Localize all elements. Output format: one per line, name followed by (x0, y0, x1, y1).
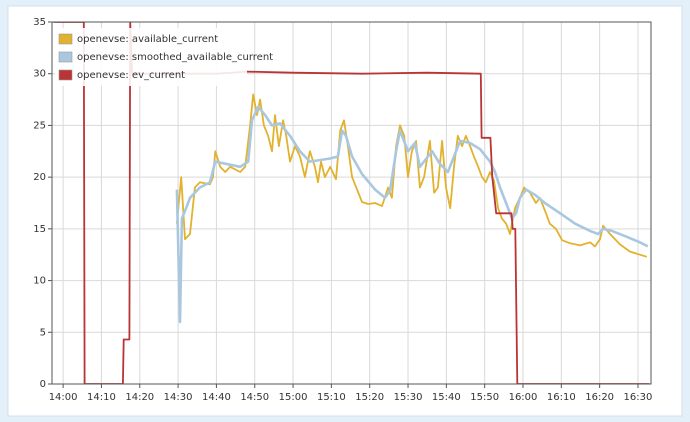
x-tick-label: 16:00 (509, 392, 538, 403)
plot-frame (51, 21, 652, 385)
x-tick-label: 15:30 (394, 392, 423, 403)
legend-label: openevse: ev_current (77, 70, 185, 81)
x-tick-label: 14:40 (202, 392, 231, 403)
series-line (53, 22, 650, 384)
legend-box (55, 28, 247, 86)
series-line (175, 105, 649, 324)
x-tick-label: 14:50 (240, 392, 269, 403)
y-tick-label: 20 (33, 172, 46, 183)
x-tick-label: 15:50 (470, 392, 499, 403)
x-tick-label: 16:10 (547, 392, 576, 403)
y-tick-label: 35 (33, 17, 46, 28)
y-tick-label: 10 (33, 276, 46, 287)
legend-label: openevse: available_current (77, 34, 218, 45)
y-tick-label: 25 (33, 120, 46, 131)
x-tick-label: 15:40 (432, 392, 461, 403)
y-tick-label: 5 (40, 327, 46, 338)
x-tick-label: 14:00 (49, 392, 78, 403)
x-tick-label: 15:00 (279, 392, 308, 403)
x-tick-label: 14:20 (125, 392, 154, 403)
y-tick-label: 15 (33, 224, 46, 235)
series-line (176, 93, 648, 258)
legend-swatch (58, 69, 73, 81)
legend-swatch (58, 51, 73, 63)
x-tick-label: 16:20 (585, 392, 614, 403)
legend-label: openevse: smoothed_available_current (77, 52, 273, 63)
x-tick-label: 15:20 (355, 392, 384, 403)
x-tick-label: 14:10 (87, 392, 116, 403)
y-tick-label: 30 (33, 69, 46, 80)
x-tick-label: 16:30 (624, 392, 653, 403)
x-tick-label: 15:10 (317, 392, 346, 403)
y-tick-label: 0 (40, 379, 46, 390)
legend-swatch (58, 33, 73, 45)
x-tick-label: 14:30 (164, 392, 193, 403)
